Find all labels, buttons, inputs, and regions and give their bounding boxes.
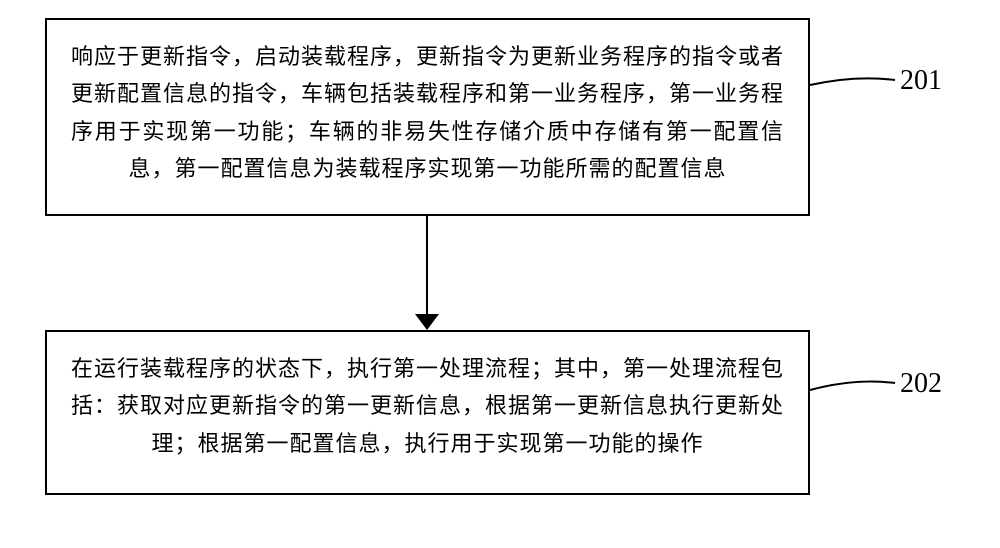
arrowhead-201-to-202 <box>415 314 439 330</box>
step-label-201: 201 <box>900 65 942 97</box>
flow-step-201: 响应于更新指令，启动装载程序，更新指令为更新业务程序的指令或者更新配置信息的指令… <box>45 18 810 216</box>
flow-step-202-text: 在运行装载程序的状态下，执行第一处理流程；其中，第一处理流程包括：获取对应更新指… <box>71 350 784 462</box>
step-label-202: 202 <box>900 368 942 400</box>
flow-step-202: 在运行装载程序的状态下，执行第一处理流程；其中，第一处理流程包括：获取对应更新指… <box>45 330 810 495</box>
connector-201-to-202 <box>426 216 428 316</box>
flowchart-diagram: 响应于更新指令，启动装载程序，更新指令为更新业务程序的指令或者更新配置信息的指令… <box>0 0 1000 548</box>
flow-step-201-text: 响应于更新指令，启动装载程序，更新指令为更新业务程序的指令或者更新配置信息的指令… <box>71 38 784 188</box>
